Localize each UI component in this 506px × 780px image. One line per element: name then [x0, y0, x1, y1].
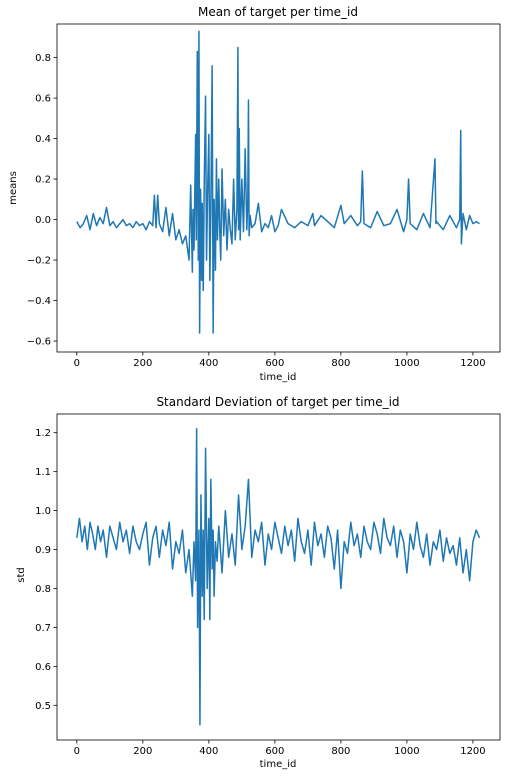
y-tick-label: −0.2 [27, 256, 51, 267]
y-axis-label: means [8, 171, 19, 205]
x-tick-label: 200 [133, 746, 152, 757]
y-tick-label: 1.2 [35, 428, 51, 439]
y-tick-label: 0.0 [35, 215, 51, 226]
plot-frame [56, 23, 501, 353]
y-tick-label: 0.2 [35, 175, 51, 186]
x-axis-label: time_id [260, 372, 297, 383]
y-tick-label: 0.5 [35, 701, 51, 712]
x-tick-label: 400 [199, 358, 218, 369]
std-chart: Standard Deviation of target per time_id… [16, 395, 501, 770]
x-tick-label: 1200 [460, 746, 485, 757]
plot-frame [56, 413, 501, 741]
x-tick-label: 600 [265, 746, 284, 757]
y-tick-label: 0.6 [35, 94, 51, 105]
series-line [76, 428, 481, 726]
y-tick-label: 1.0 [35, 506, 51, 517]
means-chart: Mean of target per time_id time_id means… [8, 5, 501, 383]
y-tick-label: 0.7 [35, 623, 51, 634]
chart-title: Mean of target per time_id [198, 5, 358, 19]
x-tick-label: 0 [74, 358, 80, 369]
y-tick-label: 0.4 [35, 134, 51, 145]
x-tick-label: 800 [331, 746, 350, 757]
y-axis-label: std [16, 567, 27, 582]
y-tick-label: 0.8 [35, 584, 51, 595]
x-tick-label: 600 [265, 358, 284, 369]
x-tick-label: 1200 [460, 358, 485, 369]
x-tick-label: 400 [199, 746, 218, 757]
y-tick-label: −0.6 [27, 337, 51, 348]
y-tick-label: 0.6 [35, 662, 51, 673]
y-tick-label: −0.4 [27, 296, 51, 307]
chart-title: Standard Deviation of target per time_id [156, 395, 399, 409]
y-tick-label: 0.9 [35, 545, 51, 556]
series-line [76, 30, 480, 334]
y-tick-label: 1.1 [35, 467, 51, 478]
y-tick-label: 0.8 [35, 53, 51, 64]
x-tick-label: 0 [74, 746, 80, 757]
x-tick-label: 1000 [394, 358, 419, 369]
x-tick-label: 1000 [394, 746, 419, 757]
x-axis-label: time_id [260, 759, 297, 770]
x-tick-label: 800 [331, 358, 350, 369]
x-tick-label: 200 [133, 358, 152, 369]
